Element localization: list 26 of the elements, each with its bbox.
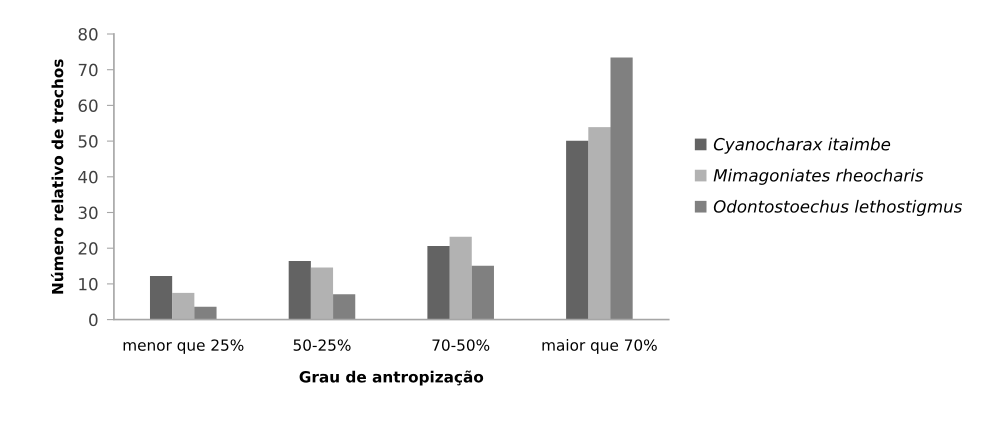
bar (610, 58, 633, 320)
bar (150, 276, 172, 320)
bar (288, 261, 311, 320)
bar (333, 294, 356, 320)
y-tick-label: 70 (78, 64, 98, 76)
legend-label: Odontostoechus lethostigmus (714, 200, 962, 216)
x-tick-label: menor que 25% (124, 339, 244, 354)
y-tick-label: 80 (78, 28, 98, 41)
bar (472, 266, 494, 320)
x-axis-title: Grau de antropização (300, 370, 484, 386)
y-tick-label: 60 (78, 99, 98, 112)
y-tick-label: 0 (89, 314, 98, 326)
legend-label: Mimagoniates rheocharis (714, 168, 924, 185)
x-tick-label: 50-25% (294, 339, 351, 351)
x-tick-label: 70-50% (432, 339, 490, 351)
legend-label: Cyanocharax itaimbe (714, 138, 890, 154)
bar (566, 140, 588, 320)
y-tick-label: 40 (78, 170, 98, 184)
x-tick-label: maior que 70% (542, 339, 657, 354)
y-tick-label: 10 (79, 278, 98, 290)
y-tick-label: 20 (78, 242, 98, 255)
bar (427, 246, 450, 320)
y-axis-title: Número relativo de trechos (50, 59, 64, 294)
y-tick-label: 30 (78, 206, 98, 220)
y-tick-label: 50 (78, 135, 98, 148)
bar (194, 306, 217, 320)
